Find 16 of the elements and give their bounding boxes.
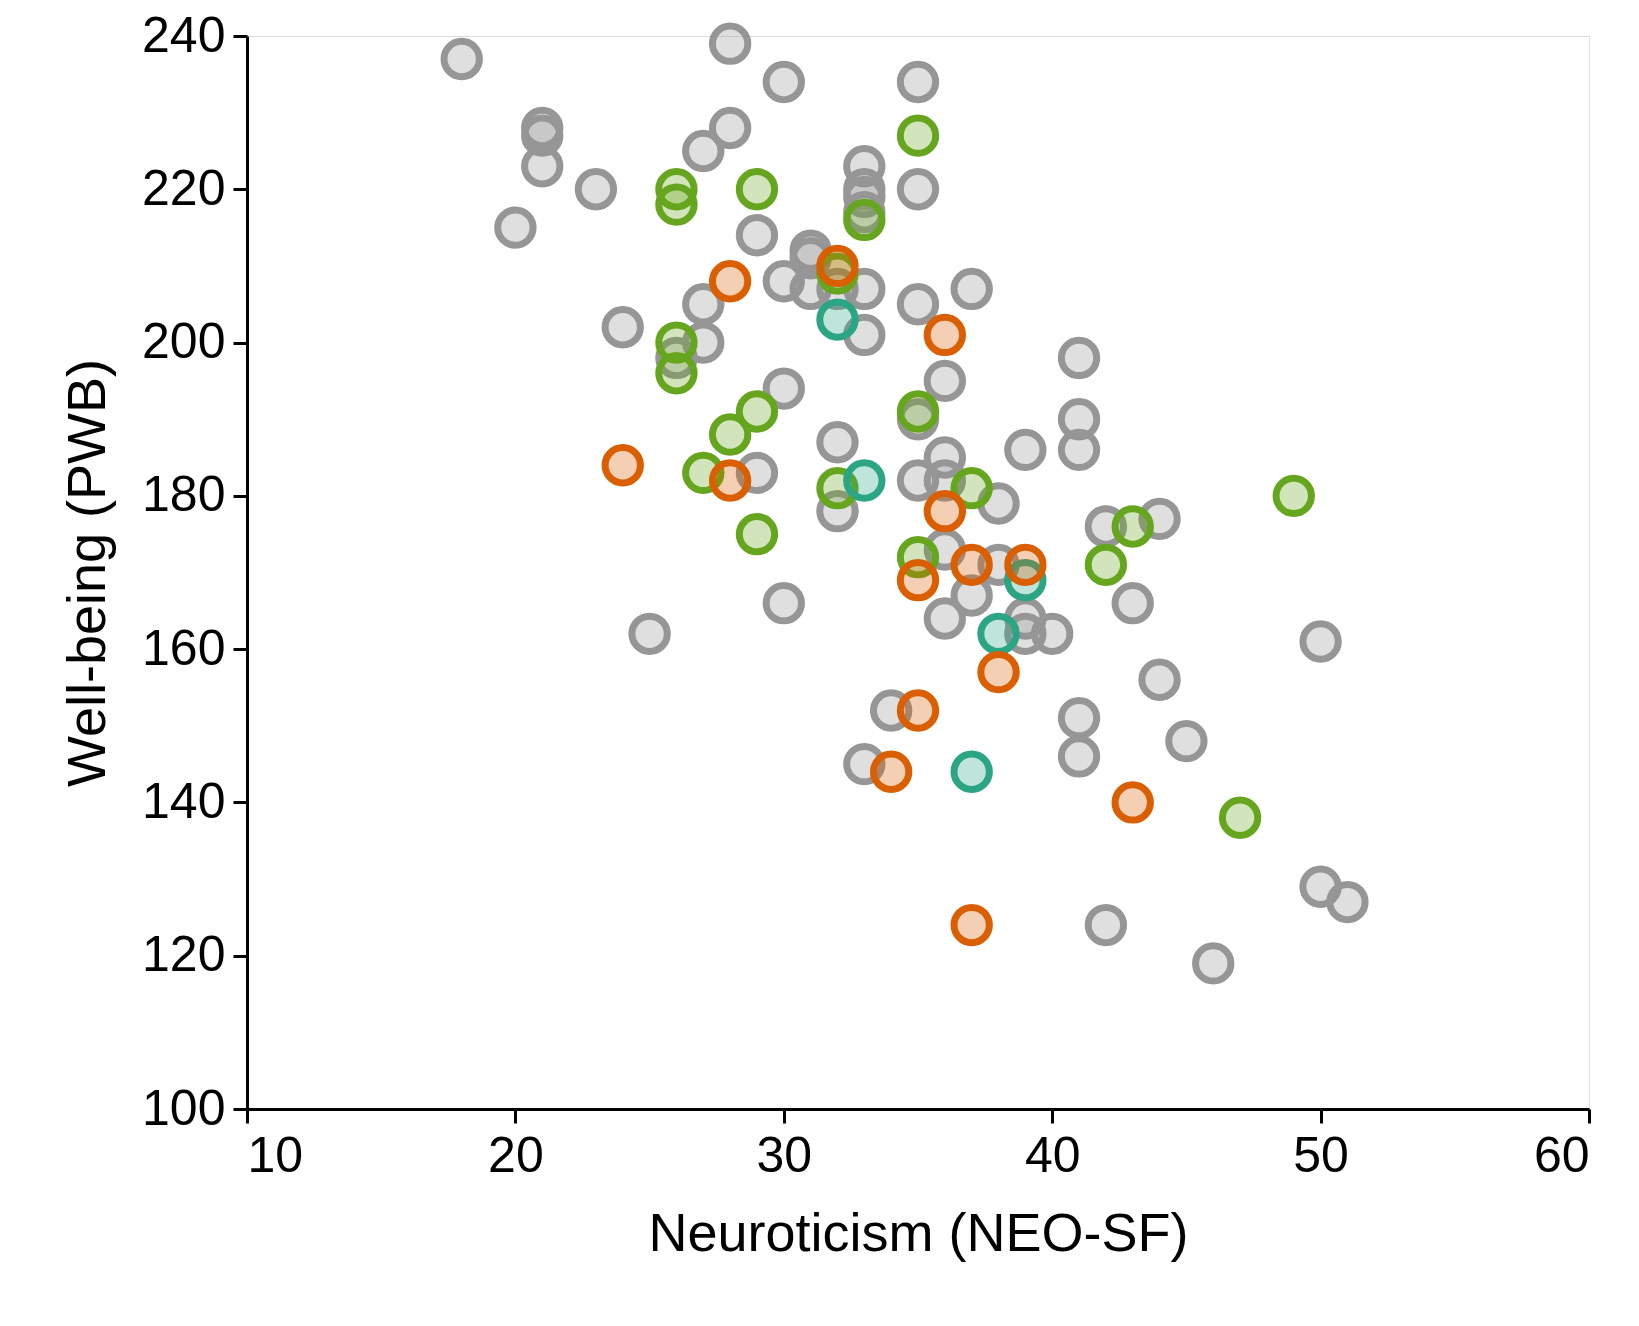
x-tick-label: 30 — [756, 1126, 813, 1183]
y-tick-label: 100 — [142, 1079, 226, 1136]
y-tick-label: 200 — [142, 313, 226, 370]
y-tick-label: 120 — [142, 926, 226, 983]
y-tick-label: 240 — [142, 6, 226, 63]
x-tick-label: 20 — [488, 1126, 544, 1183]
y-tick-label: 180 — [142, 466, 226, 523]
y-tick-label: 160 — [142, 619, 226, 676]
x-axis-title: Neuroticism (NEO-SF) — [648, 1201, 1189, 1262]
x-tick-label: 10 — [247, 1126, 304, 1183]
x-tick-label: 50 — [1293, 1126, 1349, 1183]
y-tick-label: 140 — [142, 772, 226, 829]
y-axis-title: Well-being (PWB) — [56, 358, 117, 788]
y-tick-label: 220 — [142, 159, 226, 216]
x-tick-label: 60 — [1533, 1126, 1590, 1183]
x-tick-label: 40 — [1024, 1126, 1081, 1183]
